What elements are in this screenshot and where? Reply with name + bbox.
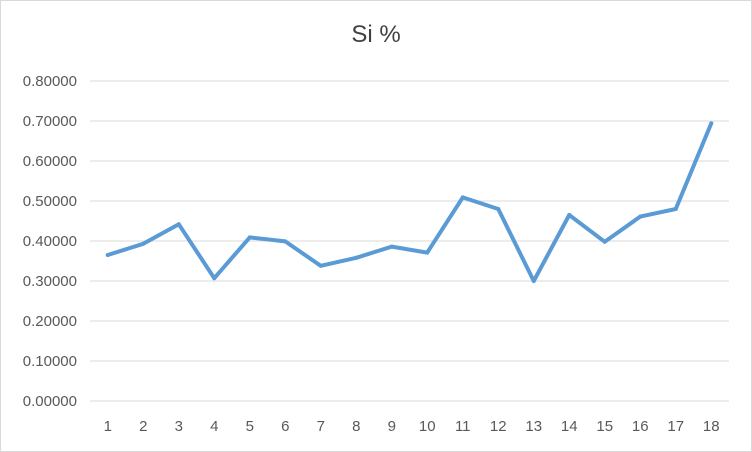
x-tick-label: 10 — [419, 418, 436, 435]
series — [105, 121, 714, 283]
data-point — [283, 239, 288, 244]
y-tick-label: 0.30000 — [23, 273, 77, 290]
data-point — [212, 276, 217, 281]
gridlines — [90, 80, 729, 362]
y-tick-label: 0.10000 — [23, 353, 77, 370]
x-tick-label: 16 — [632, 418, 649, 435]
data-point — [567, 213, 572, 217]
y-tick-label: 0.70000 — [23, 113, 77, 130]
x-tick-label: 1 — [104, 418, 112, 435]
x-tick-label: 11 — [455, 418, 471, 435]
y-tick-label: 0.20000 — [23, 313, 77, 330]
y-tick-label: 0.80000 — [23, 73, 77, 90]
x-tick-label: 17 — [667, 418, 684, 435]
x-tick-label: 7 — [317, 418, 325, 435]
data-point — [638, 214, 643, 219]
x-tick-labels: 1 2 3 4 5 6 7 8 9 10 11 12 13 14 15 16 17 18 — [104, 418, 720, 435]
data-point — [531, 279, 536, 283]
series-line — [105, 121, 714, 283]
data-point — [673, 207, 678, 211]
data-point — [247, 235, 252, 240]
y-tick-label: 0.00000 — [23, 393, 77, 410]
y-tick-labels: 0.00000 0.10000 0.20000 0.30000 0.40000 0.500… — [23, 73, 77, 410]
data-point — [602, 239, 607, 244]
y-tick-label: 0.60000 — [23, 153, 77, 170]
data-point — [496, 207, 501, 211]
data-point — [176, 222, 181, 227]
data-point — [389, 244, 394, 249]
x-tick-label: 6 — [281, 418, 289, 435]
x-tick-label: 5 — [246, 418, 254, 435]
x-tick-label: 12 — [490, 418, 507, 435]
y-tick-label: 0.50000 — [23, 193, 77, 210]
data-point — [460, 195, 465, 200]
data-point — [318, 263, 323, 268]
data-point — [105, 253, 110, 257]
x-tick-label: 2 — [139, 418, 147, 435]
x-tick-label: 13 — [525, 418, 542, 435]
data-point — [141, 241, 146, 246]
data-point — [354, 255, 359, 260]
x-tick-label: 15 — [596, 418, 613, 435]
chart-title: Si % — [351, 21, 401, 48]
x-tick-label: 14 — [561, 418, 578, 435]
x-tick-label: 9 — [388, 418, 396, 435]
x-tick-label: 18 — [703, 418, 720, 435]
y-tick-label: 0.40000 — [23, 233, 77, 250]
data-point — [425, 250, 430, 255]
data-point — [709, 121, 714, 126]
x-tick-label: 3 — [175, 418, 183, 435]
x-tick-label: 4 — [210, 418, 218, 435]
x-tick-label: 8 — [352, 418, 360, 435]
